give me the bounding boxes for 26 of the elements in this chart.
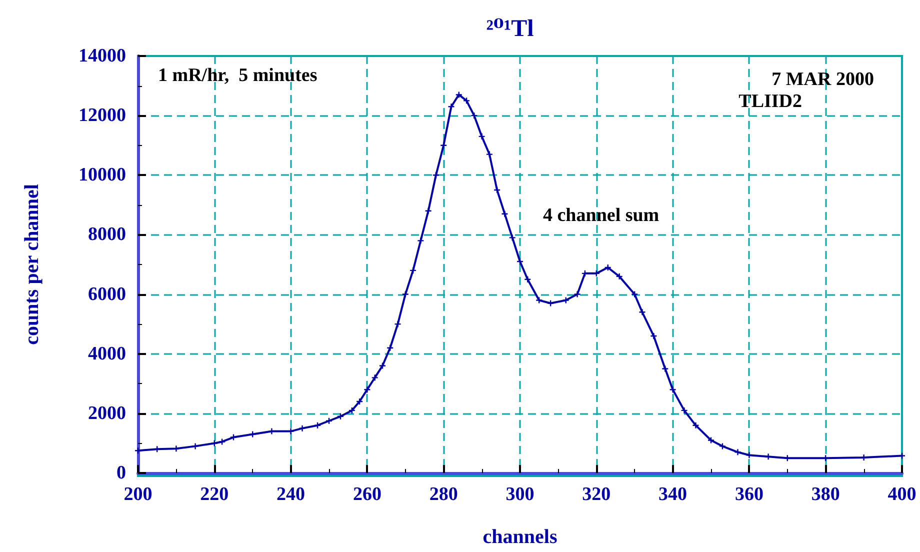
y-tick-label: 12000	[78, 105, 126, 126]
x-tick-label: 220	[200, 484, 229, 505]
x-tick-label: 400	[888, 484, 916, 505]
y-tick-label: 2000	[88, 402, 126, 424]
y-tick-label: 6000	[88, 284, 126, 305]
x-tick-label: 380	[811, 484, 840, 505]
x-tick-label: 300	[506, 484, 534, 505]
y-tick-label: 0	[116, 462, 126, 484]
annotation: TLIID2	[738, 91, 802, 112]
y-tick-label: 10000	[78, 164, 126, 186]
annotation: 7 MAR 2000	[772, 69, 874, 90]
y-tick-label: 4000	[88, 343, 126, 364]
x-axis-title: channels	[482, 526, 558, 548]
annotation: 1 mR/hr, 5 minutes	[158, 65, 318, 86]
y-tick-label: 8000	[88, 224, 126, 246]
x-tick-label: 260	[352, 484, 382, 505]
chart-title: ²⁰¹Tl	[486, 16, 534, 42]
x-tick-label: 320	[582, 484, 611, 505]
x-tick-label: 200	[124, 484, 152, 505]
y-axis-title: counts per channel	[21, 184, 43, 345]
x-tick-label: 360	[734, 484, 764, 505]
x-tick-label: 240	[276, 484, 306, 505]
y-tick-label: 14000	[78, 46, 126, 66]
x-tick-label: 340	[658, 484, 688, 505]
x-tick-label: 280	[429, 484, 458, 505]
annotation: 4 channel sum	[543, 205, 660, 226]
